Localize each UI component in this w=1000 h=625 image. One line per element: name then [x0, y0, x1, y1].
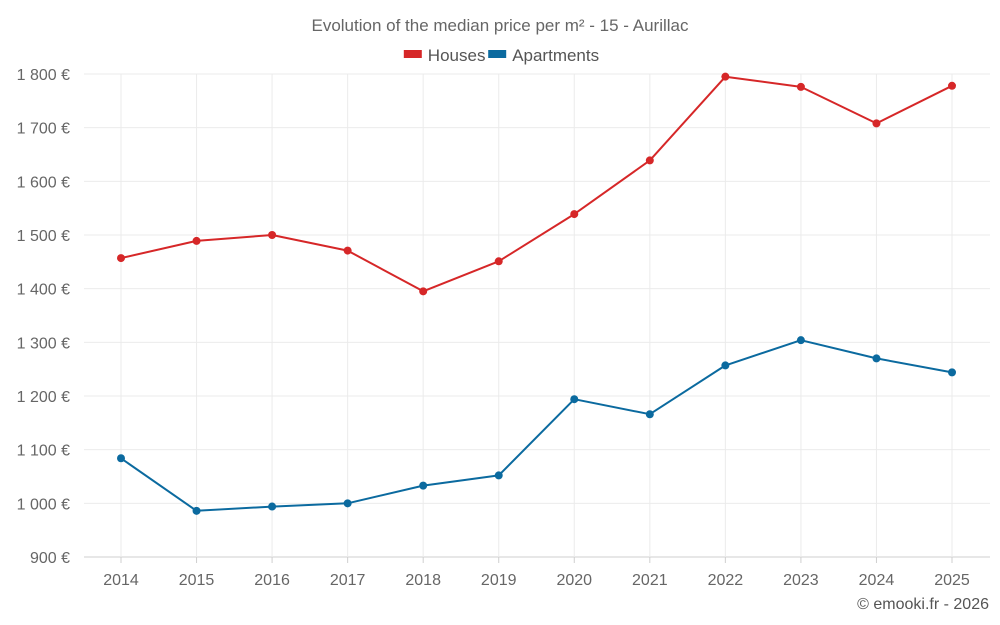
x-tick-label: 2018 — [405, 572, 441, 589]
y-tick-label: 1 700 € — [17, 121, 70, 138]
x-tick-label: 2021 — [632, 572, 668, 589]
data-point-apartments — [570, 395, 579, 404]
x-tick-label: 2014 — [103, 572, 139, 589]
y-tick-label: 1 200 € — [17, 389, 70, 406]
x-tick-label: 2023 — [783, 572, 819, 589]
data-point-apartments — [796, 336, 805, 345]
series-line-apartments — [120, 339, 953, 512]
data-point-houses — [948, 81, 956, 90]
data-point-apartments — [192, 506, 201, 515]
data-point-houses — [494, 257, 503, 266]
credit-text: © emooki.fr - 2026 — [857, 596, 989, 613]
x-tick-label: 2020 — [556, 572, 592, 589]
data-point-apartments — [494, 471, 503, 480]
legend-label-apartments: Apartments — [512, 46, 599, 65]
data-point-apartments — [645, 410, 654, 419]
data-point-houses — [343, 246, 352, 255]
legend-label-houses: Houses — [428, 46, 486, 65]
legend-swatch-apartments — [488, 50, 507, 58]
x-tick-label: 2016 — [254, 572, 290, 589]
y-tick-label: 900 € — [30, 550, 70, 567]
data-point-apartments — [721, 361, 730, 370]
x-tick-label: 2024 — [859, 572, 895, 589]
x-tick-label: 2017 — [330, 572, 366, 589]
x-tick-label: 2025 — [934, 572, 970, 589]
data-point-houses — [117, 254, 125, 263]
data-point-apartments — [419, 481, 428, 490]
y-tick-label: 1 600 € — [17, 174, 70, 191]
x-tick-label: 2022 — [708, 572, 744, 589]
data-point-apartments — [948, 368, 956, 377]
data-point-houses — [570, 210, 579, 219]
y-tick-label: 1 000 € — [17, 496, 70, 513]
x-tick-label: 2019 — [481, 572, 517, 589]
data-point-houses — [645, 156, 654, 165]
legend: Houses Apartments — [403, 46, 599, 65]
series-line-houses — [120, 75, 953, 293]
chart-title: Evolution of the median price per m² - 1… — [311, 16, 689, 35]
data-point-houses — [872, 119, 881, 128]
data-point-apartments — [117, 454, 125, 463]
data-point-apartments — [872, 354, 881, 363]
data-point-apartments — [343, 499, 352, 508]
series — [117, 72, 956, 515]
y-tick-label: 1 400 € — [17, 282, 70, 299]
y-tick-label: 1 500 € — [17, 228, 70, 245]
y-tick-label: 1 100 € — [17, 443, 70, 460]
data-point-houses — [796, 82, 805, 91]
data-point-houses — [192, 236, 201, 245]
y-tick-label: 1 800 € — [17, 67, 70, 84]
data-point-houses — [721, 72, 730, 81]
grid — [84, 73, 990, 558]
data-point-houses — [419, 287, 428, 296]
data-point-houses — [268, 231, 277, 239]
legend-swatch-houses — [403, 50, 422, 58]
axes: 900 € 1 000 € 1 100 € 1 200 € 1 300 € 1 400 €… — [17, 67, 970, 589]
y-tick-label: 1 300 € — [17, 335, 70, 352]
x-tick-label: 2015 — [179, 572, 215, 589]
data-point-apartments — [268, 502, 277, 511]
